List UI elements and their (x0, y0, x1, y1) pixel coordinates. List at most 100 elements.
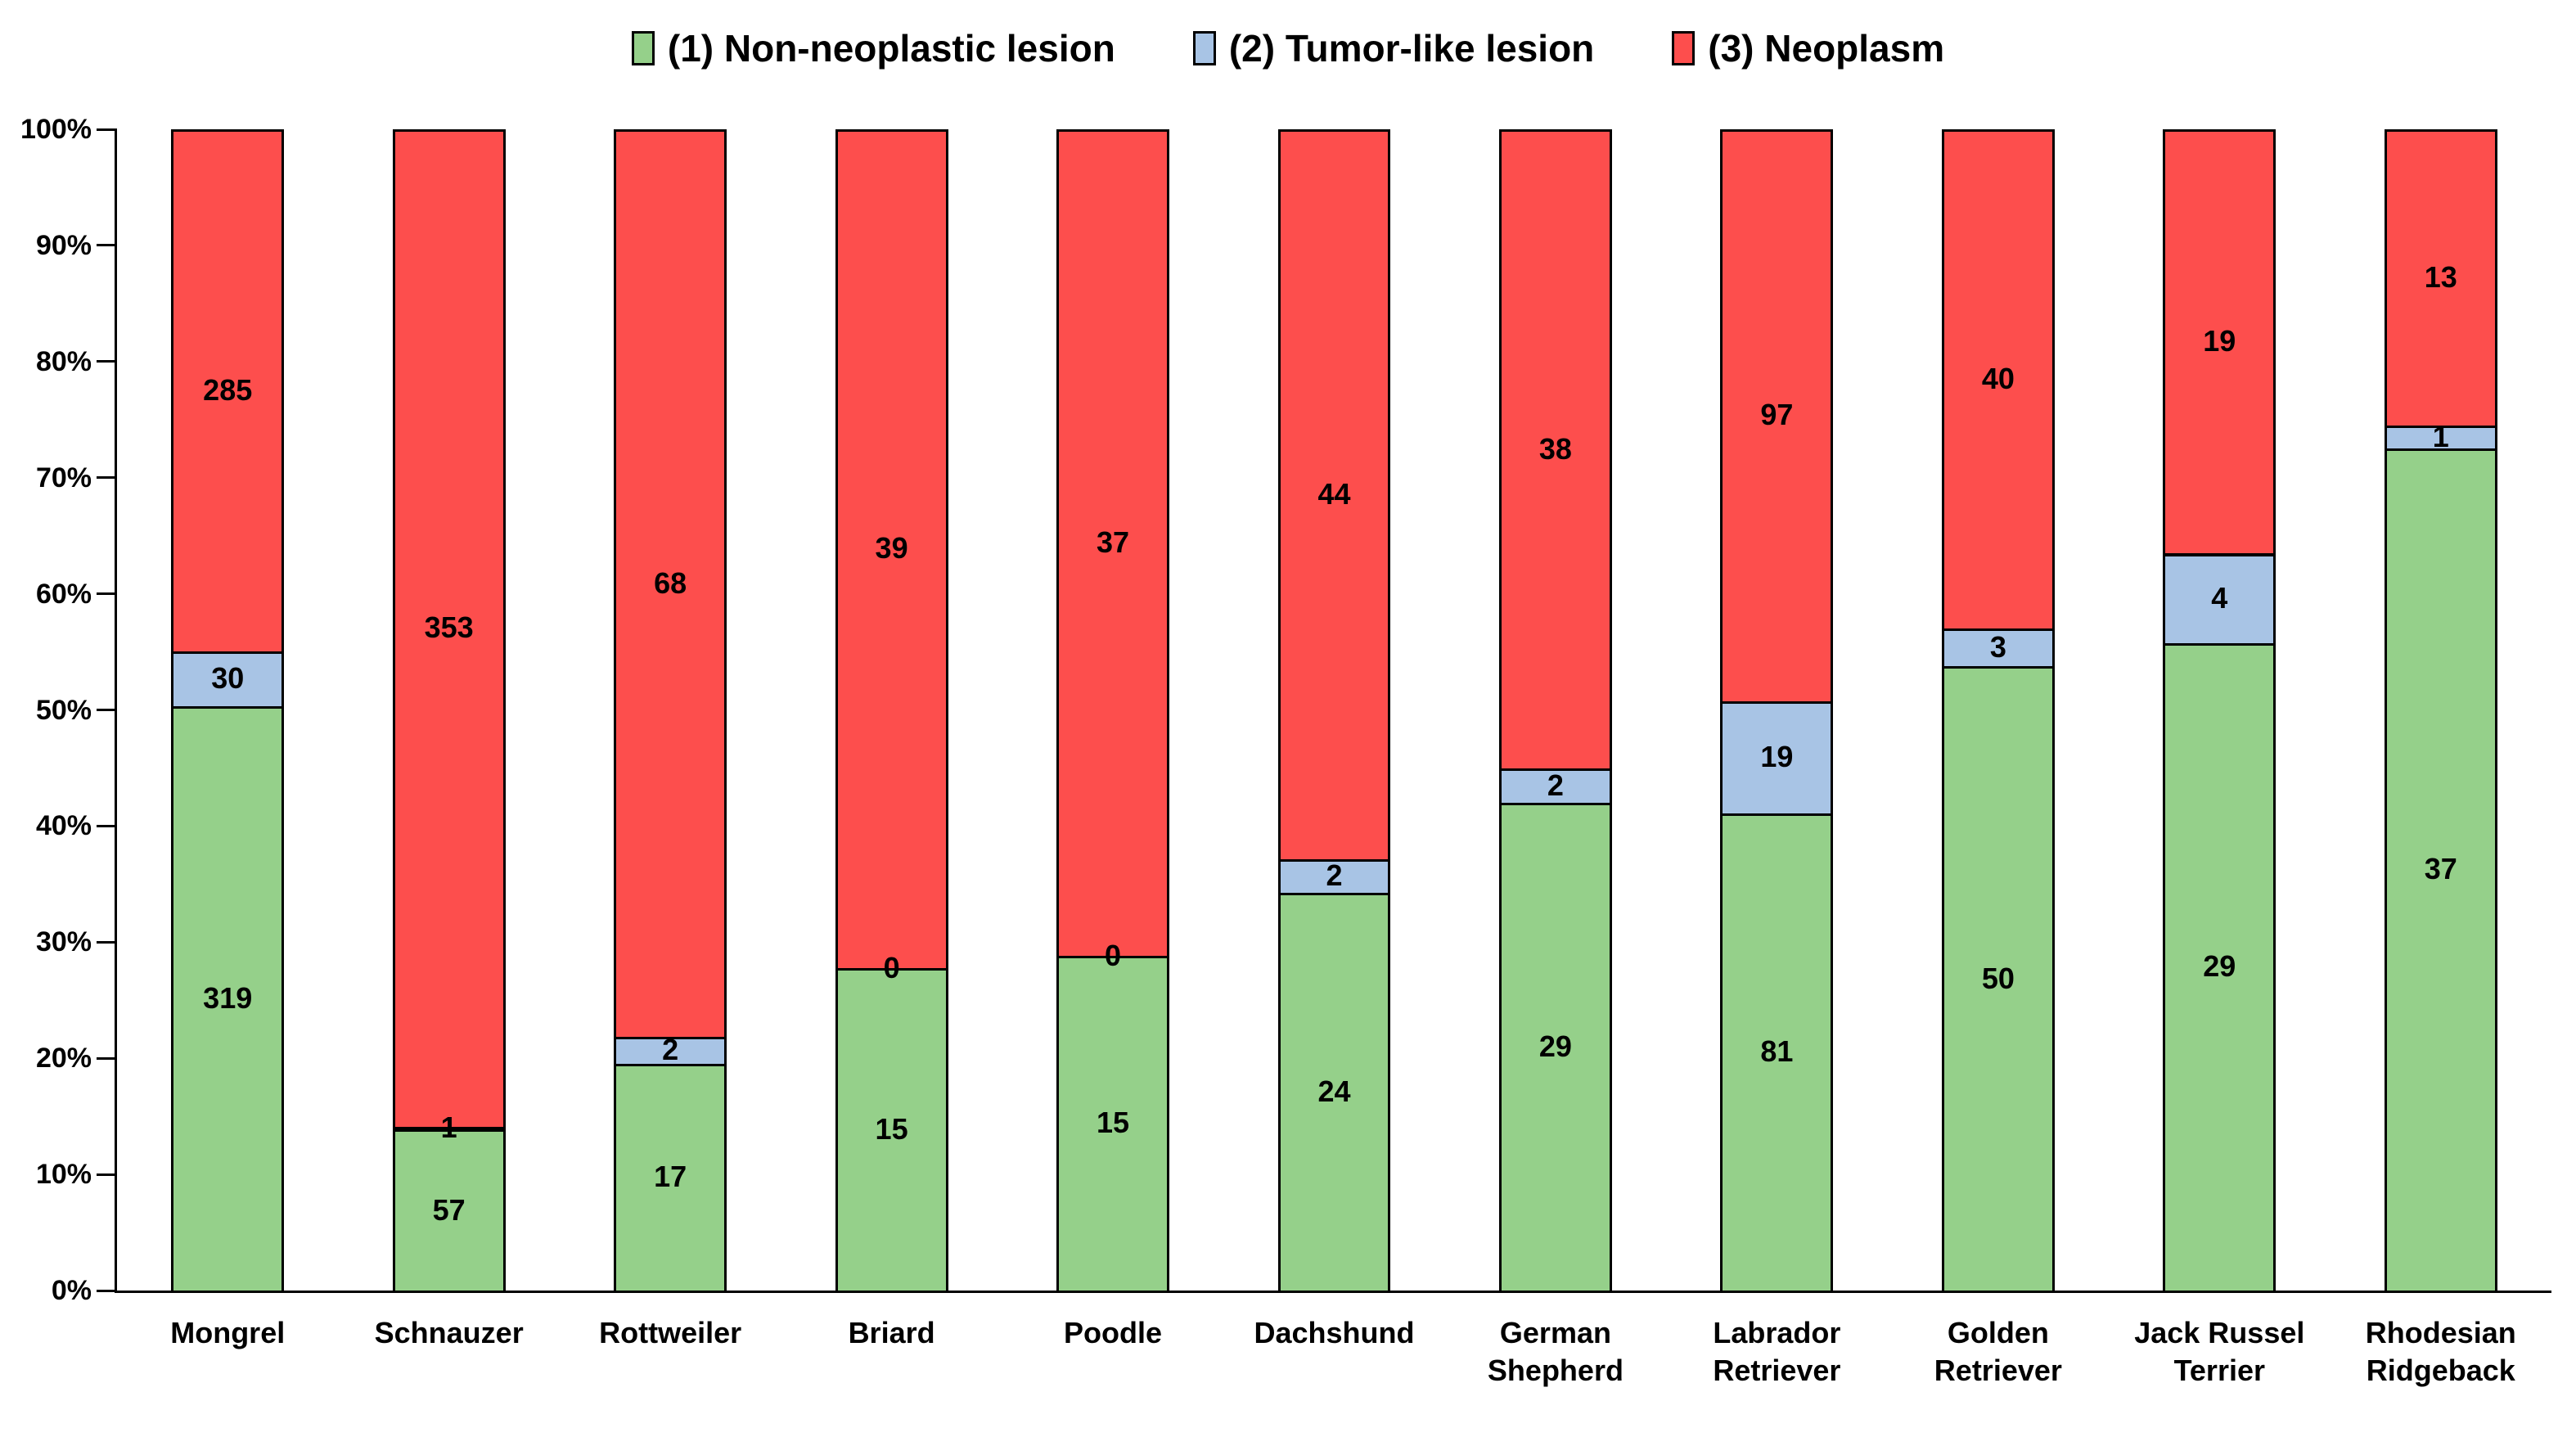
legend-item-non-neoplastic: (1) Non-neoplastic lesion (631, 27, 1115, 70)
segment-value-label: 44 (1317, 476, 1351, 511)
legend-label-non-neoplastic: (1) Non-neoplastic lesion (667, 27, 1115, 70)
bar-segment (1720, 700, 1834, 816)
y-tick-mark (97, 709, 117, 711)
bar-column: 15 0 37 (1002, 129, 1223, 1293)
y-tick-mark (97, 244, 117, 247)
segment-value-label: 24 (1317, 1074, 1351, 1108)
x-category-cell: Rottweiler (560, 1314, 781, 1352)
x-category-label: Labrador Retriever (1713, 1316, 1841, 1388)
y-tick-label: 60% (35, 578, 92, 610)
legend: (1) Non-neoplastic lesion (2) Tumor-like… (0, 29, 2576, 67)
y-tick-label: 100% (20, 114, 92, 145)
y-tick-label: 10% (35, 1159, 92, 1191)
y-tick-mark (97, 592, 117, 596)
segment-value-label: 0 (883, 950, 900, 984)
bar-segment (1941, 666, 2055, 1293)
segment-value-label: 39 (875, 531, 908, 565)
segment-value-label: 29 (1538, 1029, 1572, 1063)
y-tick-label: 20% (35, 1043, 92, 1074)
y-tick-label: 30% (35, 926, 92, 958)
x-category-cell: Schnauzer (338, 1314, 559, 1352)
segment-value-label: 19 (2203, 324, 2236, 358)
x-category-cell: Briard (781, 1314, 1002, 1352)
segment-value-label: 1 (440, 1110, 457, 1145)
legend-swatch-non-neoplastic-icon (631, 31, 655, 65)
x-category-label: Poodle (1064, 1316, 1163, 1349)
segment-value-label: 353 (424, 610, 474, 645)
segment-value-label: 1 (2432, 419, 2449, 453)
bar-segment (614, 129, 727, 1040)
segment-value-label: 285 (203, 372, 253, 407)
bar-column: 29 2 38 (1445, 129, 1666, 1293)
legend-label-neoplasm: (3) Neoplasm (1708, 27, 1945, 70)
x-category-cell: Mongrel (117, 1314, 338, 1352)
bar-column: 29 4 19 (2109, 129, 2330, 1293)
bar-column: 15 0 39 (781, 129, 1002, 1293)
y-tick-mark (97, 128, 117, 131)
segment-value-label: 38 (1538, 431, 1572, 466)
segment-value-label: 19 (1760, 740, 1794, 774)
bar-column: 81 19 97 (1666, 129, 1887, 1293)
bar-segment (2163, 129, 2277, 556)
segment-value-label: 81 (1760, 1034, 1794, 1069)
y-tick-label: 80% (35, 345, 92, 377)
x-category-cell: Poodle (1002, 1314, 1223, 1352)
segment-value-label: 17 (654, 1160, 687, 1194)
bar-segment (835, 129, 948, 971)
x-category-label: Jack Russel Terrier (2134, 1316, 2305, 1388)
y-tick-mark (97, 1056, 117, 1060)
x-category-cell: Labrador Retriever (1666, 1314, 1887, 1390)
bar-column: 319 30 285 (117, 129, 338, 1293)
y-tick-label: 40% (35, 810, 92, 842)
bar-segment (2163, 553, 2277, 646)
bar-segment (171, 651, 285, 709)
bar-segment (614, 1063, 727, 1293)
legend-item-tumor-like: (2) Tumor-like lesion (1192, 27, 1595, 70)
x-category-label: German Shepherd (1487, 1316, 1624, 1388)
y-tick-label: 0% (51, 1275, 92, 1306)
bar-column: 57 1 353 (338, 129, 559, 1293)
x-category-label: Rottweiler (599, 1316, 742, 1349)
x-category-label: Briard (848, 1316, 935, 1349)
bar-column: 17 2 68 (560, 129, 781, 1293)
x-category-cell: Rhodesian Ridgeback (2331, 1314, 2551, 1390)
x-category-cell: Golden Retriever (1888, 1314, 2109, 1390)
bar-segment (171, 706, 285, 1293)
segment-value-label: 15 (875, 1111, 908, 1146)
x-category-cell: Dachshund (1223, 1314, 1444, 1352)
bar-segment (1056, 129, 1169, 958)
bar-segment (1941, 129, 2055, 632)
bar-segment (171, 129, 285, 654)
segment-value-label: 37 (2424, 852, 2457, 886)
y-tick-label: 90% (35, 229, 92, 261)
legend-swatch-neoplasm-icon (1672, 31, 1696, 65)
y-tick-mark (97, 360, 117, 363)
x-category-label: Mongrel (170, 1316, 286, 1349)
segment-value-label: 13 (2424, 259, 2457, 294)
segment-value-label: 97 (1760, 398, 1794, 432)
segment-value-label: 0 (1105, 938, 1122, 972)
x-category-label: Dachshund (1254, 1316, 1415, 1349)
x-axis-category-labels: Mongrel Schnauzer Rottweiler Briard Poodle Da… (117, 1314, 2551, 1390)
legend-label-tumor-like: (2) Tumor-like lesion (1228, 27, 1595, 70)
y-tick-mark (97, 824, 117, 827)
x-category-cell: German Shepherd (1445, 1314, 1666, 1390)
y-tick-label: 70% (35, 462, 92, 493)
bar-column: 50 3 40 (1888, 129, 2109, 1293)
segment-value-label: 2 (1326, 858, 1343, 893)
x-category-label: Golden Retriever (1934, 1316, 2062, 1388)
bar-column: 24 2 44 (1223, 129, 1444, 1293)
segment-value-label: 15 (1097, 1106, 1130, 1140)
x-category-label: Rhodesian Ridgeback (2365, 1316, 2516, 1388)
bar-segment (1941, 628, 2055, 669)
bar-segment (1056, 955, 1169, 1293)
segment-value-label: 319 (203, 981, 253, 1016)
segment-value-label: 37 (1097, 525, 1130, 559)
bar-segment (2384, 129, 2497, 428)
bar-segment (1720, 129, 1834, 704)
segment-value-label: 40 (1981, 362, 2015, 396)
legend-item-neoplasm: (3) Neoplasm (1672, 29, 1944, 67)
segment-value-label: 68 (654, 565, 687, 600)
segment-value-label: 50 (1981, 961, 2015, 995)
